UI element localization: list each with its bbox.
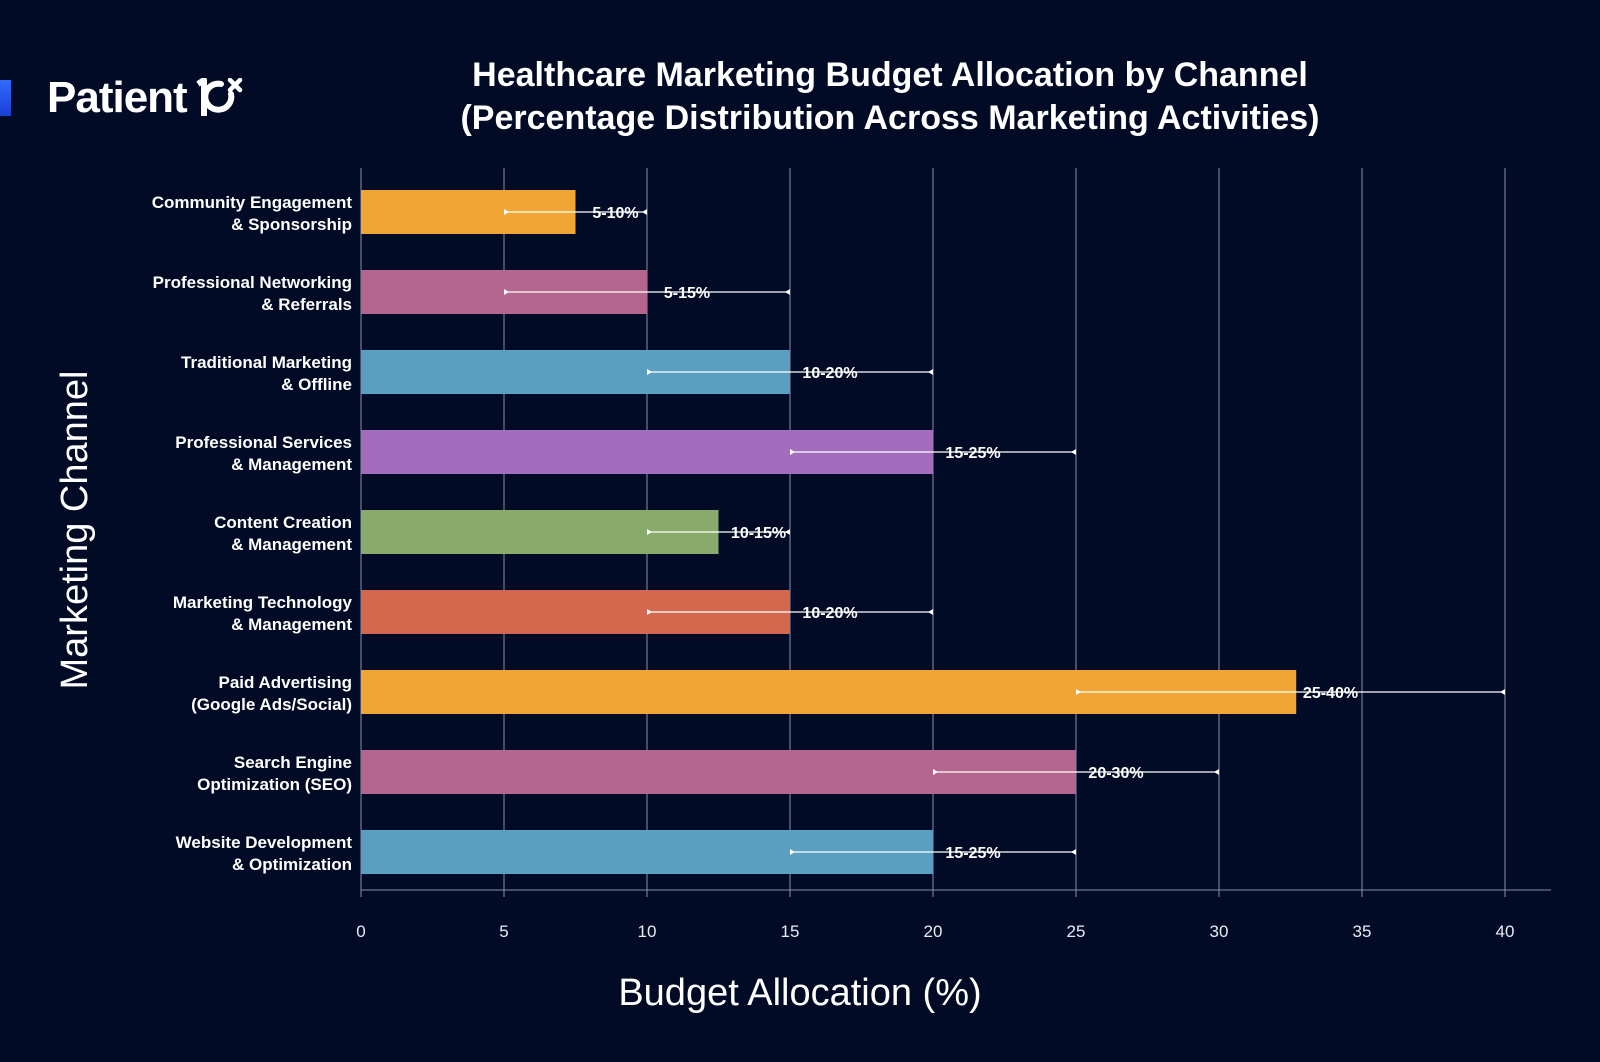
x-tick-label: 5 [499, 922, 508, 941]
y-tick-label: Paid Advertising (Google Ads/Social) [191, 673, 352, 714]
brand-logo: Patient [0, 73, 243, 122]
logo-accent-bar [0, 80, 11, 116]
brand-name: Patient [47, 73, 188, 122]
x-tick-label: 40 [1496, 922, 1515, 941]
error-bar-start-cap [504, 289, 509, 295]
error-bar-end-cap [785, 289, 790, 295]
data-label: 5-10% [592, 205, 638, 222]
error-bar-start-cap [504, 209, 509, 215]
x-tick-label: 25 [1067, 922, 1086, 941]
error-bar-end-cap [928, 369, 933, 375]
x-tick-label: 0 [356, 922, 365, 941]
error-bar-end-cap [1071, 449, 1076, 455]
error-bar-start-cap [790, 849, 795, 855]
data-label: 5-15% [664, 285, 710, 302]
y-tick-label: Search Engine Optimization (SEO) [197, 753, 352, 794]
chart-subtitle: (Percentage Distribution Across Marketin… [460, 99, 1320, 137]
data-label: 15-25% [945, 845, 1000, 862]
error-bar-start-cap [647, 609, 652, 615]
y-axis-title: Marketing Channel [54, 371, 96, 690]
y-tick-label: Content Creation & Management [214, 513, 352, 554]
x-tick-label: 15 [781, 922, 800, 941]
error-bars [504, 209, 1505, 855]
chart-title-block: Healthcare Marketing Budget Allocation b… [380, 54, 1400, 140]
error-bar-start-cap [1076, 689, 1081, 695]
brand-10x-icon [196, 78, 242, 116]
y-tick-labels: Community Engagement & Sponsorship Profess… [152, 193, 353, 874]
x-tick-label: 35 [1353, 922, 1372, 941]
chart-title: Healthcare Marketing Budget Allocation b… [472, 56, 1308, 94]
y-tick-label: Professional Services & Management [175, 433, 352, 474]
error-bar-start-cap [647, 369, 652, 375]
y-tick-label: Website Development & Optimization [176, 833, 353, 874]
error-bar-end-cap [928, 609, 933, 615]
error-bar-end-cap [1071, 849, 1076, 855]
error-bar-end-cap [1500, 689, 1505, 695]
data-labels: 5-10% 5-15% 10-20% 15-25% 10-15% 10-20% 25-40%… [592, 205, 1358, 862]
y-tick-label: Traditional Marketing & Offline [181, 353, 352, 394]
y-tick-label: Marketing Technology & Management [173, 593, 353, 634]
x-tick-labels: 0 5 10 15 20 25 30 35 40 [356, 890, 1514, 941]
x-tick-label: 10 [638, 922, 657, 941]
data-label: 10-20% [802, 365, 857, 382]
data-label: 10-15% [731, 525, 786, 542]
x-axis-title: Budget Allocation (%) [618, 972, 981, 1014]
data-label: 25-40% [1303, 685, 1358, 702]
error-bar-start-cap [790, 449, 795, 455]
y-tick-label: Community Engagement & Sponsorship [152, 193, 353, 234]
error-bar-end-cap [642, 209, 647, 215]
error-bar-end-cap [1214, 769, 1219, 775]
bars [361, 190, 1297, 874]
error-bar-start-cap [933, 769, 938, 775]
data-label: 10-20% [802, 605, 857, 622]
data-label: 20-30% [1088, 765, 1143, 782]
error-bar-end-cap [785, 529, 790, 535]
error-bar-start-cap [647, 529, 652, 535]
x-tick-label: 20 [924, 922, 943, 941]
x-tick-label: 30 [1210, 922, 1229, 941]
data-label: 15-25% [945, 445, 1000, 462]
y-tick-label: Professional Networking & Referrals [153, 273, 352, 314]
